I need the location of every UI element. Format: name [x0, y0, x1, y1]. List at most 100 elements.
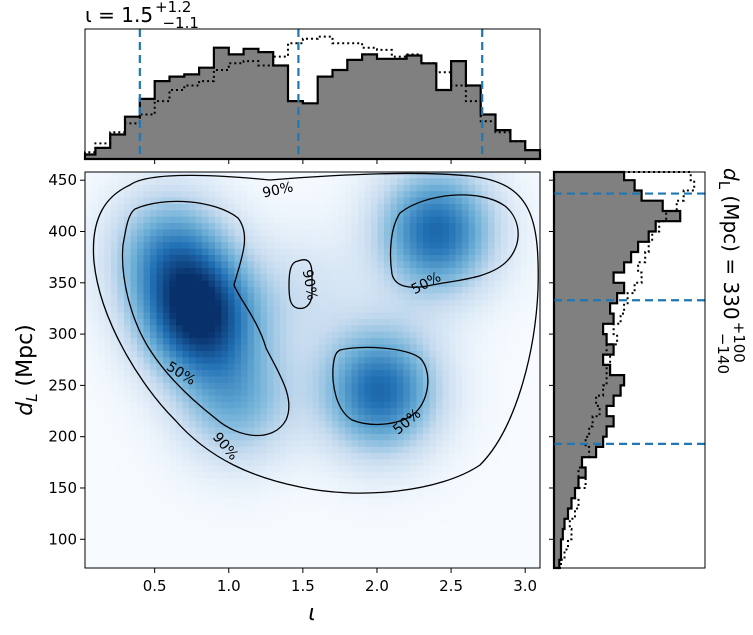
heatmap-cell — [449, 395, 457, 403]
heatmap-cell — [501, 261, 509, 269]
heatmap-cell — [332, 529, 340, 537]
heatmap-cell — [455, 548, 463, 556]
heatmap-cell — [358, 401, 366, 409]
heatmap-cell — [520, 267, 528, 275]
heatmap-cell — [280, 459, 288, 467]
heatmap-cell — [234, 299, 242, 307]
heatmap-cell — [182, 325, 190, 333]
heatmap-cell — [176, 363, 184, 371]
heatmap-cell — [364, 274, 372, 282]
heatmap-cell — [332, 306, 340, 314]
heatmap-cell — [293, 472, 301, 480]
heatmap-cell — [273, 446, 281, 454]
heatmap-cell — [377, 280, 385, 288]
heatmap-cell — [403, 523, 411, 531]
heatmap-cell — [124, 555, 132, 563]
heatmap-cell — [403, 536, 411, 544]
heatmap-cell — [111, 203, 119, 211]
heatmap-cell — [228, 433, 236, 441]
heatmap-cell — [533, 389, 540, 397]
heatmap-cell — [514, 491, 522, 499]
heatmap-cell — [481, 401, 489, 409]
heatmap-cell — [280, 363, 288, 371]
heatmap-cell — [319, 184, 327, 192]
heatmap-cell — [390, 363, 398, 371]
heatmap-cell — [501, 235, 509, 243]
heatmap-cell — [221, 350, 229, 358]
heatmap-cell — [488, 561, 496, 568]
heatmap-cell — [156, 293, 164, 301]
heatmap-cell — [384, 216, 392, 224]
heatmap-cell — [208, 331, 216, 339]
heatmap-cell — [377, 267, 385, 275]
heatmap-cell — [429, 370, 437, 377]
heatmap-cell — [312, 523, 320, 531]
heatmap-cell — [533, 325, 540, 333]
heatmap-cell — [117, 223, 125, 231]
heatmap-cell — [221, 331, 229, 339]
heatmap-cell — [202, 191, 210, 199]
heatmap-cell — [169, 529, 177, 537]
heatmap-cell — [462, 261, 470, 269]
heatmap-cell — [416, 286, 424, 294]
heatmap-cell — [410, 286, 418, 294]
heatmap-cell — [429, 523, 437, 531]
heatmap-cell — [364, 312, 372, 320]
heatmap-cell — [241, 561, 249, 568]
heatmap-cell — [85, 529, 93, 537]
heatmap-cell — [345, 216, 353, 224]
heatmap-cell — [293, 261, 301, 269]
heatmap-cell — [423, 325, 431, 333]
heatmap-cell — [319, 318, 327, 326]
heatmap-cell — [364, 267, 372, 275]
heatmap-cell — [475, 484, 483, 492]
heatmap-cell — [228, 293, 236, 301]
heatmap-cell — [176, 510, 184, 518]
heatmap-cell — [267, 523, 275, 531]
heatmap-cell — [254, 484, 262, 492]
heatmap-cell — [156, 510, 164, 518]
heatmap-cell — [247, 255, 255, 263]
heatmap-cell — [390, 318, 398, 326]
heatmap-cell — [85, 293, 93, 301]
heatmap-cell — [176, 516, 184, 524]
heatmap-cell — [202, 280, 210, 288]
heatmap-cell — [111, 184, 119, 192]
heatmap-cell — [338, 357, 346, 365]
heatmap-cell — [260, 440, 268, 448]
heatmap-cell — [202, 453, 210, 461]
heatmap-cell — [85, 370, 93, 377]
heatmap-cell — [351, 542, 359, 550]
heatmap-cell — [423, 318, 431, 326]
heatmap-cell — [377, 536, 385, 544]
heatmap-cell — [215, 331, 223, 339]
heatmap-cell — [481, 548, 489, 556]
heatmap-cell — [85, 478, 93, 486]
heatmap-cell — [293, 529, 301, 537]
heatmap-cell — [520, 350, 528, 358]
heatmap-cell — [221, 235, 229, 243]
heatmap-cell — [267, 440, 275, 448]
heatmap-cell — [377, 293, 385, 301]
heatmap-cell — [299, 421, 307, 429]
heatmap-cell — [267, 306, 275, 314]
heatmap-cell — [468, 203, 476, 211]
heatmap-cell — [520, 248, 528, 256]
heatmap-cell — [150, 561, 158, 568]
heatmap-cell — [332, 203, 340, 211]
heatmap-cell — [98, 427, 106, 435]
heatmap-cell — [306, 357, 314, 365]
heatmap-cell — [228, 548, 236, 556]
heatmap-cell — [371, 338, 379, 346]
heatmap-cell — [117, 401, 125, 409]
heatmap-cell — [410, 561, 418, 568]
heatmap-cell — [423, 255, 431, 263]
heatmap-cell — [247, 338, 255, 346]
heatmap-cell — [468, 453, 476, 461]
heatmap-cell — [195, 446, 203, 454]
heatmap-cell — [124, 548, 132, 556]
heatmap-cell — [384, 401, 392, 409]
heatmap-cell — [345, 267, 353, 275]
heatmap-cell — [377, 395, 385, 403]
heatmap-cell — [468, 459, 476, 467]
